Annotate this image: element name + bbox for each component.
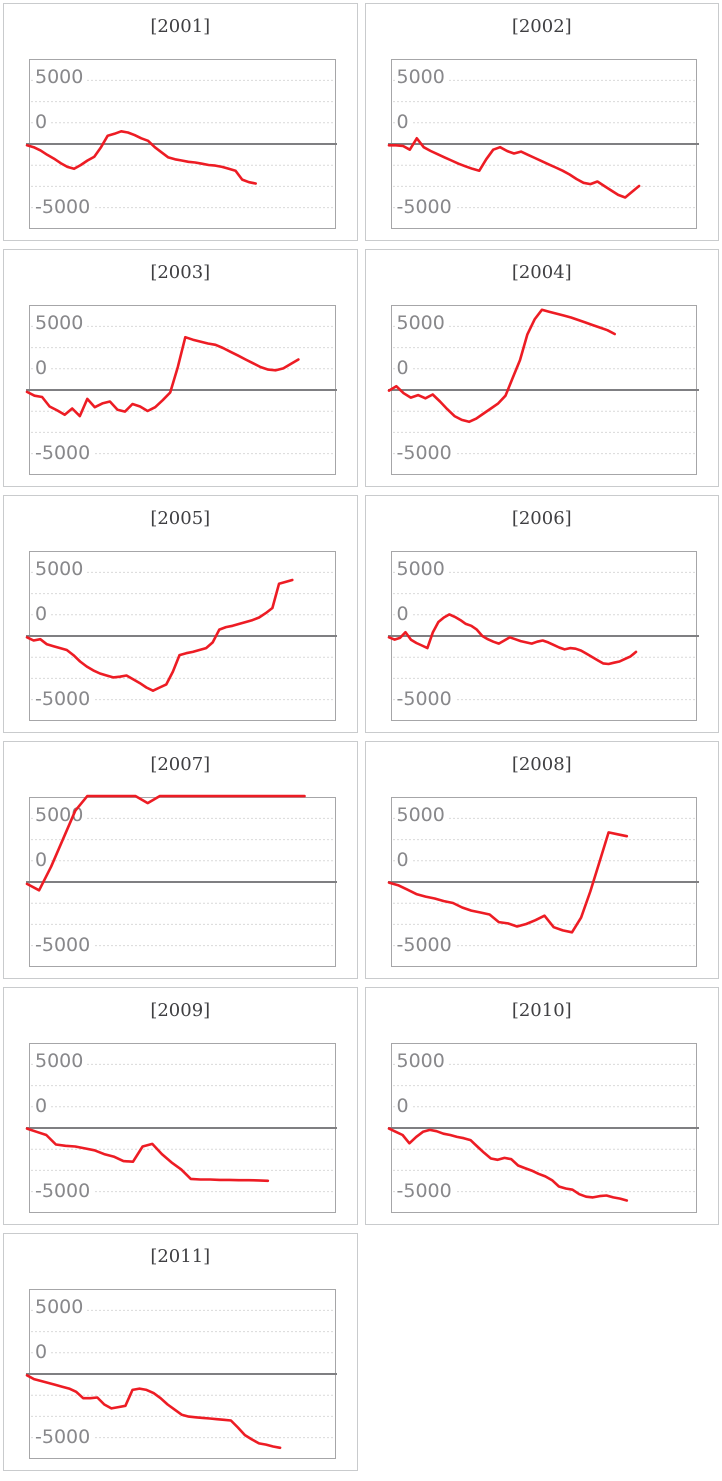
chart-title: [2002]: [511, 16, 572, 37]
y-axis-label-minus-5000: -5000: [395, 444, 455, 463]
line-series-layer: [387, 137, 699, 199]
line-series-layer: [25, 1373, 337, 1450]
plot-area: 5000 0 -5000: [387, 1043, 699, 1213]
line-series-layer: [25, 578, 337, 692]
chart-panel-2002: [2002] 5000 0 -5000: [364, 3, 719, 241]
chart-title: [2008]: [511, 754, 572, 775]
y-axis-label-0: 0: [395, 1097, 412, 1116]
chart-title: [2005]: [150, 508, 211, 529]
line-series-layer: [387, 308, 699, 424]
y-axis-label-minus-5000: -5000: [34, 444, 94, 463]
chart-panel-2004: [2004] 5000 0 -5000: [364, 249, 719, 487]
line-series-layer: [25, 130, 337, 185]
plot-area: 5000 0 -5000: [387, 59, 699, 229]
gridlines-layer: [392, 325, 697, 455]
gridlines-layer: [31, 79, 335, 209]
gridlines-layer: [31, 1309, 335, 1439]
series-line-2006: [387, 613, 637, 666]
y-axis-label-0: 0: [34, 851, 51, 870]
y-axis-label-minus-5000: -5000: [395, 1182, 455, 1201]
y-axis-label-5000: 5000: [34, 1052, 87, 1071]
line-series-layer: [25, 1127, 337, 1183]
chart-title: [2004]: [511, 262, 572, 283]
gridlines-layer: [392, 571, 697, 701]
series-line-2005: [25, 578, 294, 692]
chart-panel-2001: [2001] 5000 0 -5000: [3, 3, 358, 241]
series-line-2001: [25, 130, 257, 185]
y-axis-label-0: 0: [34, 113, 51, 132]
y-axis-label-5000: 5000: [34, 314, 87, 333]
line-series-layer: [25, 335, 337, 418]
plot-area: 5000 0 -5000: [387, 551, 699, 721]
gridlines-layer: [31, 817, 335, 947]
y-axis-label-5000: 5000: [34, 1298, 87, 1317]
plot-area: 5000 0 -5000: [25, 1289, 337, 1459]
y-axis-label-minus-5000: -5000: [395, 936, 455, 955]
y-axis-label-minus-5000: -5000: [34, 198, 94, 217]
chart-title: [2010]: [511, 1000, 572, 1021]
chart-panel-2008: [2008] 5000 0 -5000: [364, 741, 719, 979]
y-axis-label-0: 0: [34, 359, 51, 378]
series-line-2010: [387, 1127, 628, 1202]
chart-panel-2006: [2006] 5000 0 -5000: [364, 495, 719, 733]
chart-panel-2007: [2007] 5000 0 -5000: [3, 741, 358, 979]
y-axis-label-5000: 5000: [34, 560, 87, 579]
gridlines-layer: [392, 817, 697, 947]
plot-area: 5000 0 -5000: [387, 305, 699, 475]
y-axis-label-5000: 5000: [395, 68, 448, 87]
line-series-layer: [387, 831, 699, 934]
chart-title: [2011]: [150, 1246, 211, 1267]
gridlines-layer: [392, 79, 697, 209]
chart-title: [2007]: [150, 754, 211, 775]
y-axis-label-0: 0: [34, 1343, 51, 1362]
chart-title: [2006]: [511, 508, 572, 529]
plot-area: 5000 0 -5000: [25, 794, 337, 967]
y-axis-label-5000: 5000: [395, 314, 448, 333]
chart-panel-2005: [2005] 5000 0 -5000: [3, 495, 358, 733]
series-line-2003: [25, 335, 300, 418]
y-axis-label-0: 0: [395, 113, 412, 132]
y-axis-label-minus-5000: -5000: [395, 198, 455, 217]
plot-area: 5000 0 -5000: [25, 551, 337, 721]
chart-panel-2009: [2009] 5000 0 -5000: [3, 987, 358, 1225]
plot-area: 5000 0 -5000: [25, 59, 337, 229]
y-axis-label-minus-5000: -5000: [34, 936, 94, 955]
series-line-2008: [387, 831, 628, 934]
y-axis-label-minus-5000: -5000: [395, 690, 455, 709]
series-line-2009: [25, 1127, 270, 1183]
chart-title: [2003]: [150, 262, 211, 283]
chart-panel-2011: [2011] 5000 0 -5000: [3, 1233, 358, 1471]
plot-area: 5000 0 -5000: [387, 797, 699, 967]
y-axis-label-5000: 5000: [395, 1052, 448, 1071]
y-axis-label-minus-5000: -5000: [34, 1428, 94, 1447]
y-axis-label-minus-5000: -5000: [34, 690, 94, 709]
y-axis-label-minus-5000: -5000: [34, 1182, 94, 1201]
chart-panel-2010: [2010] 5000 0 -5000: [364, 987, 719, 1225]
line-series-layer: [25, 794, 337, 892]
y-axis-label-0: 0: [34, 1097, 51, 1116]
y-axis-label-5000: 5000: [395, 560, 448, 579]
plot-area: 5000 0 -5000: [25, 1043, 337, 1213]
y-axis-label-0: 0: [395, 359, 412, 378]
chart-title: [2001]: [150, 16, 211, 37]
series-line-2007: [25, 794, 306, 892]
chart-title: [2009]: [150, 1000, 211, 1021]
series-line-2002: [387, 137, 640, 199]
chart-panel-2003: [2003] 5000 0 -5000: [3, 249, 358, 487]
y-axis-label-0: 0: [34, 605, 51, 624]
y-axis-label-5000: 5000: [395, 806, 448, 825]
gridlines-layer: [392, 1063, 697, 1193]
y-axis-label-0: 0: [395, 605, 412, 624]
series-line-2011: [25, 1374, 282, 1450]
y-axis-label-5000: 5000: [34, 68, 87, 87]
line-series-layer: [387, 1127, 699, 1202]
plot-area: 5000 0 -5000: [25, 305, 337, 475]
gridlines-layer: [31, 571, 335, 701]
series-line-2004: [387, 308, 616, 424]
y-axis-label-0: 0: [395, 851, 412, 870]
line-series-layer: [387, 613, 699, 666]
